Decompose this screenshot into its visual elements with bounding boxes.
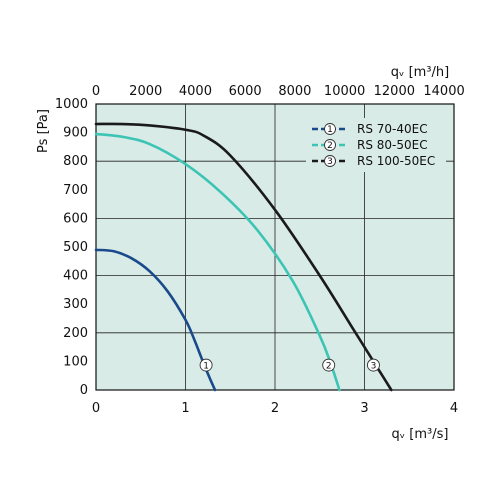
curve-marker-label: 3 (371, 361, 377, 371)
curve-marker-circle (367, 358, 380, 372)
x-tick-label: 3 (360, 401, 368, 416)
y-tick-label: 300 (63, 297, 88, 312)
y-tick-label: 500 (63, 240, 88, 255)
series-layer (94, 122, 393, 392)
x-axis-label: qᵥ [m³/s] (392, 427, 449, 442)
y-axis-label: Ps [Pa] (36, 109, 51, 153)
legend-marker-circle (324, 123, 336, 135)
x2-tick-label: 6000 (229, 84, 262, 99)
curve-marker-circle (322, 358, 336, 372)
y-tick-label: 400 (63, 269, 88, 284)
x-tick-label: 1 (181, 401, 189, 416)
legend-marker-label: 2 (327, 141, 333, 151)
x-tick-label: 2 (271, 401, 279, 416)
x2-tick-label: 0 (92, 84, 100, 99)
series-line-3 (94, 122, 393, 392)
x2-tick-label: 14000 (423, 84, 464, 99)
x-tick-label: 0 (92, 401, 100, 416)
y-tick-label: 100 (63, 354, 88, 369)
legend: 1 RS 70-40EC 2 RS 80-50EC 3 RS 100-50EC (312, 122, 435, 168)
x2-tick-label: 4000 (179, 84, 212, 99)
x2-tick-label: 12000 (374, 84, 415, 99)
y-tick-label: 0 (80, 383, 88, 398)
legend-marker-circle (324, 139, 336, 151)
x2-axis-label: qᵥ [m³/h] (391, 65, 449, 80)
plot-frame (95, 103, 455, 391)
x-tick-label: 4 (450, 401, 458, 416)
legend-label: RS 80-50EC (357, 138, 428, 152)
curve-markers: 1 2 3 (199, 358, 380, 372)
curve-marker-label: 1 (203, 361, 209, 371)
x2-tick-label: 8000 (278, 84, 311, 99)
legend-marker-circle (324, 155, 336, 167)
legend-label: RS 100-50EC (357, 154, 435, 168)
series-line-1 (94, 248, 217, 392)
series-line-2 (94, 132, 341, 392)
legend-label: RS 70-40EC (357, 122, 428, 136)
y-tick-label: 800 (63, 154, 88, 169)
curve-marker-label: 2 (326, 361, 332, 371)
y-tick-label: 1000 (55, 97, 88, 112)
curve-marker-circle (199, 358, 213, 372)
y-tick-label: 600 (63, 211, 88, 226)
y-tick-label: 700 (63, 183, 88, 198)
legend-marker-label: 3 (327, 157, 333, 167)
x2-tick-label: 10000 (324, 84, 365, 99)
y-tick-label: 900 (63, 126, 88, 141)
y-tick-label: 200 (63, 326, 88, 341)
x2-tick-label: 2000 (129, 84, 162, 99)
legend-marker-label: 1 (327, 125, 333, 135)
